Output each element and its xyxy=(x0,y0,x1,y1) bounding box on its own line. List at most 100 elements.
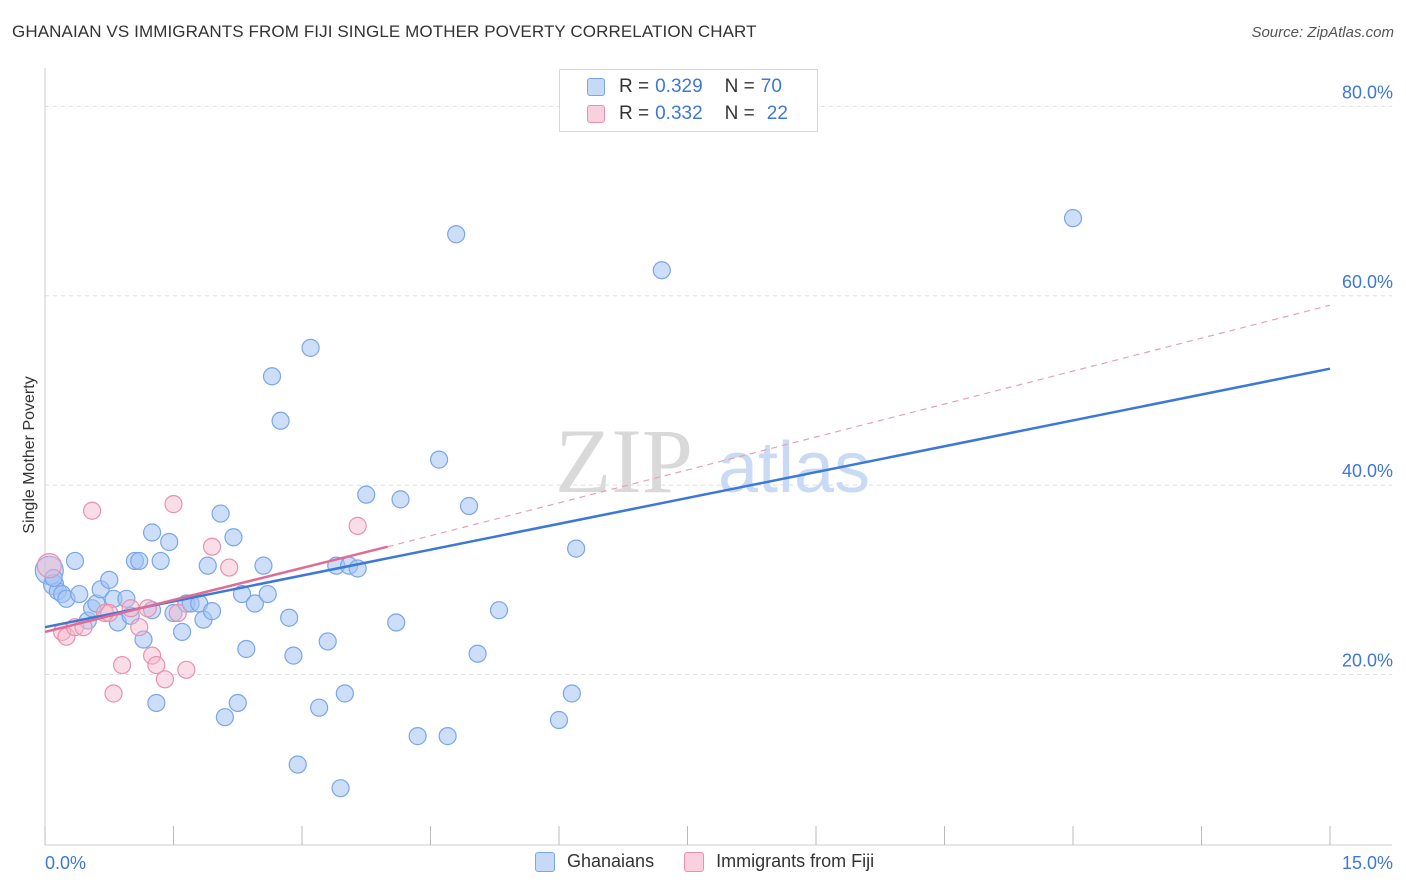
legend-item-ghanaians[interactable]: Ghanaians xyxy=(535,851,654,872)
legend-row-ghanaians: R = 0.329 N = 70 xyxy=(587,75,782,99)
point-fiji xyxy=(202,537,222,556)
point-fiji xyxy=(348,516,367,535)
point-fiji xyxy=(168,603,187,623)
y-axis-label: Single Mother Poverty xyxy=(21,376,38,533)
y-tick-label: 20.0% xyxy=(1342,651,1393,671)
point-fiji xyxy=(83,501,102,520)
point-fiji xyxy=(104,684,123,703)
point-ghanaians xyxy=(211,504,230,523)
point-fiji xyxy=(36,553,62,579)
point-ghanaians xyxy=(164,603,183,623)
legend-swatch-fiji xyxy=(684,851,705,872)
point-ghanaians xyxy=(489,601,509,620)
point-ghanaians xyxy=(262,367,282,386)
point-ghanaians xyxy=(549,710,569,730)
point-ghanaians xyxy=(562,684,581,703)
legend-r-value: 0.332 xyxy=(655,103,703,124)
point-ghanaians xyxy=(335,684,354,703)
point-ghanaians xyxy=(100,570,119,589)
point-ghanaians xyxy=(447,225,466,244)
x-tick-label: 15.0% xyxy=(1342,853,1393,873)
point-ghanaians xyxy=(459,496,479,516)
legend-swatch-fiji xyxy=(587,105,605,123)
point-ghanaians xyxy=(70,584,89,604)
point-ghanaians xyxy=(172,622,192,642)
point-ghanaians xyxy=(387,613,406,632)
point-ghanaians xyxy=(357,485,376,504)
correlation-legend: R = 0.329 N = 70 R = 0.332 N = 22 xyxy=(559,69,818,132)
legend-n-label: N = xyxy=(724,76,755,97)
point-ghanaians xyxy=(429,450,449,469)
point-ghanaians xyxy=(284,646,303,665)
source-credit: Source: ZipAtlas.com xyxy=(1251,24,1394,41)
point-ghanaians xyxy=(198,556,217,575)
point-ghanaians xyxy=(567,539,586,558)
point-fiji xyxy=(112,655,132,675)
y-tick-label: 40.0% xyxy=(1342,461,1393,481)
point-ghanaians xyxy=(652,261,671,280)
point-ghanaians xyxy=(254,556,273,575)
point-ghanaians xyxy=(65,551,85,571)
point-ghanaians xyxy=(258,584,277,604)
point-ghanaians xyxy=(215,708,234,727)
legend-n-value: 22 xyxy=(766,103,788,124)
legend-swatch-ghanaians xyxy=(535,851,555,872)
point-ghanaians xyxy=(160,532,179,552)
axes xyxy=(44,68,1392,846)
legend-row-fiji: R = 0.332 N = 22 xyxy=(587,102,788,126)
point-fiji xyxy=(164,495,183,514)
point-ghanaians xyxy=(438,727,457,746)
point-ghanaians xyxy=(117,589,136,608)
point-ghanaians xyxy=(310,698,329,717)
point-ghanaians xyxy=(147,693,166,713)
point-ghanaians xyxy=(468,644,487,663)
point-fiji xyxy=(220,558,239,577)
point-fiji xyxy=(177,660,196,679)
legend-label-ghanaians: Ghanaians xyxy=(567,851,655,871)
point-ghanaians xyxy=(288,755,307,774)
point-fiji xyxy=(130,618,149,637)
point-ghanaians xyxy=(280,608,299,627)
tick-labels: 20.0% 40.0% 60.0% 80.0% 0.0% 15.0% xyxy=(45,82,1393,873)
x-tick-label: 0.0% xyxy=(45,853,86,873)
point-fiji xyxy=(142,646,162,665)
legend-n-label: N = xyxy=(724,103,755,124)
point-ghanaians xyxy=(245,594,264,613)
trend-lines xyxy=(44,304,1331,634)
legend-item-fiji[interactable]: Immigrants from Fiji xyxy=(684,851,874,872)
point-ghanaians xyxy=(408,727,427,746)
point-ghanaians xyxy=(237,639,256,659)
point-ghanaians xyxy=(151,551,170,571)
series-legend: Ghanaians Immigrants from Fiji xyxy=(535,851,904,872)
point-fiji xyxy=(147,655,166,675)
point-fiji xyxy=(155,670,175,689)
legend-n-value: 70 xyxy=(760,76,782,97)
trend-extension-fiji xyxy=(387,304,1331,548)
grid-lines xyxy=(45,105,1392,676)
point-ghanaians xyxy=(130,551,149,571)
point-ghanaians xyxy=(1063,209,1083,228)
trend-line-ghanaians xyxy=(44,367,1331,629)
legend-r-value: 0.329 xyxy=(655,76,703,97)
y-tick-label: 60.0% xyxy=(1342,272,1393,292)
point-ghanaians xyxy=(271,411,290,430)
trend-line-fiji xyxy=(44,545,388,634)
point-ghanaians xyxy=(232,584,252,604)
legend-r-label: R = xyxy=(619,103,650,124)
legend-r-label: R = xyxy=(619,76,650,97)
point-ghanaians xyxy=(142,523,162,542)
watermark-atlas: atlas xyxy=(718,428,870,508)
watermark: ZIP atlas xyxy=(555,410,870,512)
data-points xyxy=(34,209,1083,798)
legend-label-fiji: Immigrants from Fiji xyxy=(716,851,875,871)
point-ghanaians xyxy=(318,632,337,651)
point-ghanaians xyxy=(224,528,243,547)
y-tick-label: 80.0% xyxy=(1342,82,1393,102)
legend-swatch-ghanaians xyxy=(587,78,605,96)
point-ghanaians xyxy=(202,602,222,621)
watermark-zip: ZIP xyxy=(555,410,693,512)
point-ghanaians xyxy=(301,338,320,357)
point-ghanaians xyxy=(331,779,350,798)
point-ghanaians xyxy=(228,693,247,713)
